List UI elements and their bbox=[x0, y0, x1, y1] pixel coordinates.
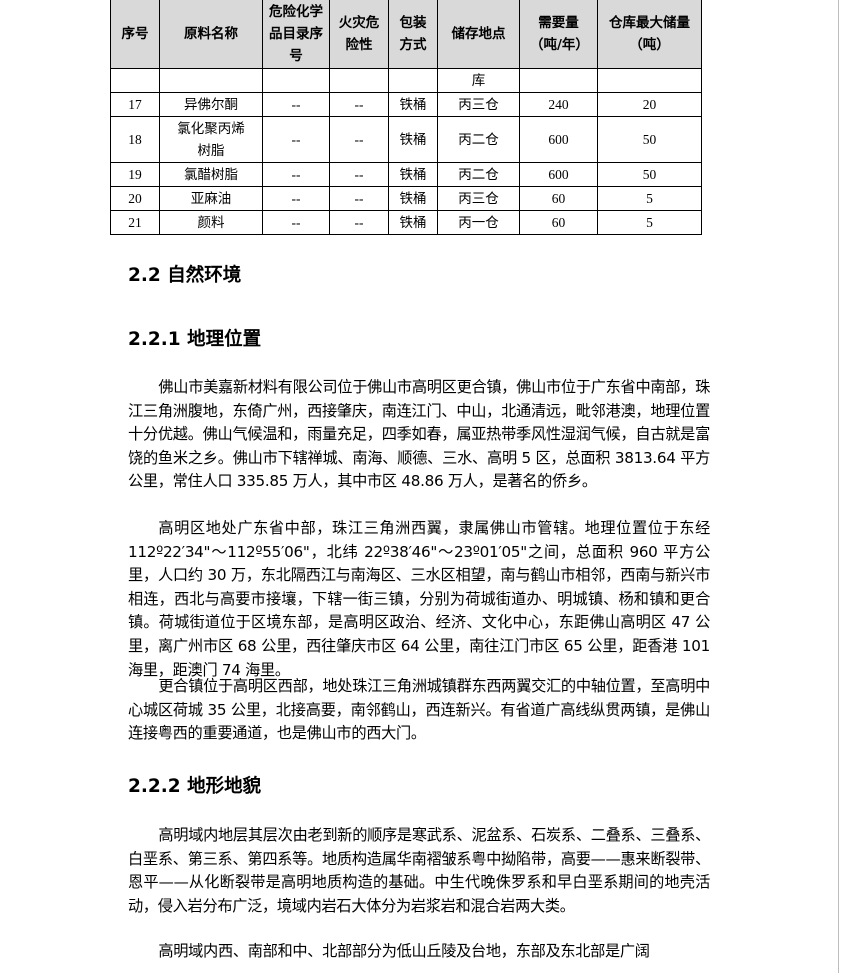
table-cell: 5 bbox=[597, 186, 702, 211]
table-cell: 颜料 bbox=[159, 210, 263, 235]
table-cell: 铁桶 bbox=[388, 116, 438, 163]
table-cell bbox=[388, 68, 438, 93]
table-cell bbox=[519, 68, 598, 93]
header-cell: 原料名称 bbox=[159, 0, 263, 69]
table-cell bbox=[159, 68, 263, 93]
header-cell: 包装方式 bbox=[388, 0, 438, 69]
table-row: 19 氯醋树脂 -- -- 铁桶 丙二仓 600 50 bbox=[110, 162, 702, 187]
table-cell: 5 bbox=[597, 210, 702, 235]
subsection-heading: 2.2.2 地形地貌 bbox=[128, 776, 262, 797]
header-cell: 火灾危险性 bbox=[329, 0, 389, 69]
paragraph: 高明域内地层其层次由老到新的顺序是寒武系、泥盆系、石炭系、二叠系、三叠系、白垩系… bbox=[128, 826, 710, 915]
table-cell bbox=[597, 68, 702, 93]
table-cell: 铁桶 bbox=[388, 92, 438, 117]
paragraph: 更合镇位于高明区西部，地处珠江三角洲城镇群东西两翼交汇的中轴位置，至高明中心城区… bbox=[128, 677, 710, 743]
page-edge bbox=[838, 0, 839, 973]
table-cell: 60 bbox=[519, 210, 598, 235]
paragraph: 佛山市美嘉新材料有限公司位于佛山市高明区更合镇，佛山市位于广东省中南部，珠江三角… bbox=[128, 378, 710, 491]
table-cell: 氯醋树脂 bbox=[159, 162, 263, 187]
table-cell: 丙三仓 bbox=[437, 186, 520, 211]
table-cell: -- bbox=[262, 210, 330, 235]
table-cell: -- bbox=[329, 92, 389, 117]
table-header-row: 序号 原料名称 危险化学品目录序号 火灾危险性 包装方式 储存地点 需要量（吨/… bbox=[110, 0, 702, 69]
table-cell: 铁桶 bbox=[388, 186, 438, 211]
table-cell: 19 bbox=[110, 162, 160, 187]
table-cell: 21 bbox=[110, 210, 160, 235]
table-cell bbox=[262, 68, 330, 93]
table-cell: 20 bbox=[110, 186, 160, 211]
table-row: 18 氯化聚丙烯树脂 -- -- 铁桶 丙二仓 600 50 bbox=[110, 116, 702, 163]
section-heading: 2.2 自然环境 bbox=[128, 265, 242, 286]
table-cell: -- bbox=[262, 116, 330, 163]
paragraph: 高明域内西、南部和中、北部部分为低山丘陵及台地，东部及东北部是广阔 bbox=[158, 942, 650, 960]
paragraph: 高明区地处广东省中部，珠江三角洲西翼，隶属佛山市管辖。地理位置位于东经 112º… bbox=[128, 519, 710, 679]
table-cell: 异佛尔酮 bbox=[159, 92, 263, 117]
table-cell: 亚麻油 bbox=[159, 186, 263, 211]
table-cell: -- bbox=[262, 92, 330, 117]
table-cell: -- bbox=[329, 162, 389, 187]
header-cell: 仓库最大储量（吨） bbox=[597, 0, 702, 69]
table-cell: 氯化聚丙烯树脂 bbox=[159, 116, 263, 163]
header-cell: 危险化学品目录序号 bbox=[262, 0, 330, 69]
table-cell: 铁桶 bbox=[388, 162, 438, 187]
header-cell: 序号 bbox=[110, 0, 160, 69]
table-cell: 600 bbox=[519, 116, 598, 163]
table-cell: 丙一仓 bbox=[437, 210, 520, 235]
table-cell: 铁桶 bbox=[388, 210, 438, 235]
table-row: 17 异佛尔酮 -- -- 铁桶 丙三仓 240 20 bbox=[110, 92, 702, 117]
table-row: 21 颜料 -- -- 铁桶 丙一仓 60 5 bbox=[110, 210, 702, 235]
table-row: 库 bbox=[110, 68, 702, 93]
table-cell: 50 bbox=[597, 162, 702, 187]
table-cell: 丙三仓 bbox=[437, 92, 520, 117]
table-cell: 240 bbox=[519, 92, 598, 117]
table-cell: 600 bbox=[519, 162, 598, 187]
table-cell: -- bbox=[329, 116, 389, 163]
table-cell: 18 bbox=[110, 116, 160, 163]
table-cell: 17 bbox=[110, 92, 160, 117]
table-cell: -- bbox=[262, 186, 330, 211]
table-cell: 库 bbox=[437, 68, 520, 93]
table-cell: 50 bbox=[597, 116, 702, 163]
raw-materials-table: 序号 原料名称 危险化学品目录序号 火灾危险性 包装方式 储存地点 需要量（吨/… bbox=[110, 0, 702, 235]
table-cell: 丙二仓 bbox=[437, 116, 520, 163]
header-cell: 储存地点 bbox=[437, 0, 520, 69]
table-cell: 60 bbox=[519, 186, 598, 211]
table-cell: 丙二仓 bbox=[437, 162, 520, 187]
table-cell bbox=[329, 68, 389, 93]
table-row: 20 亚麻油 -- -- 铁桶 丙三仓 60 5 bbox=[110, 186, 702, 211]
header-cell: 需要量（吨/年） bbox=[519, 0, 598, 69]
table-cell: 20 bbox=[597, 92, 702, 117]
table-cell: -- bbox=[329, 186, 389, 211]
subsection-heading: 2.2.1 地理位置 bbox=[128, 329, 262, 350]
table-cell bbox=[110, 68, 160, 93]
table-cell: -- bbox=[329, 210, 389, 235]
table-cell: -- bbox=[262, 162, 330, 187]
